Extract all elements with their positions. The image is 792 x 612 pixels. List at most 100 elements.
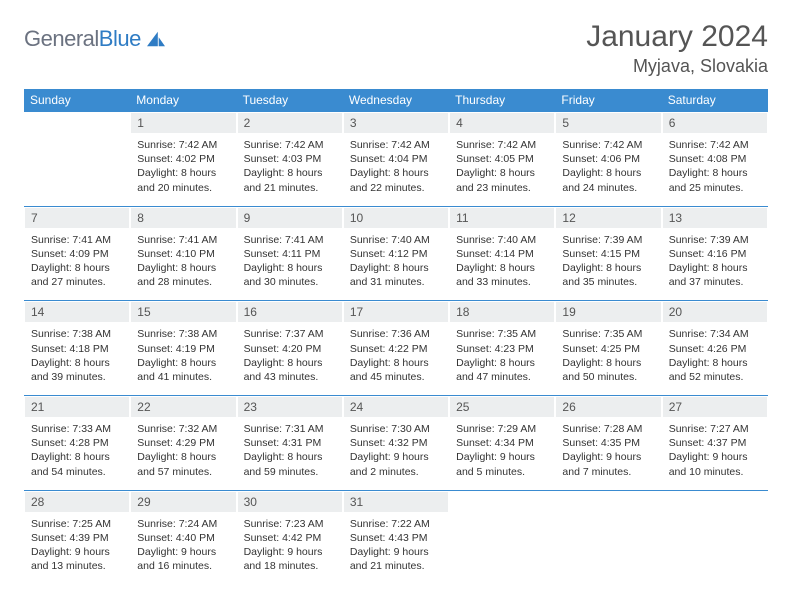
day-line: Sunrise: 7:40 AM [456, 233, 548, 247]
day-line: Sunrise: 7:41 AM [244, 233, 336, 247]
day-line: Sunrise: 7:42 AM [669, 138, 761, 152]
day-line: Sunset: 4:15 PM [562, 247, 654, 261]
day-line: Daylight: 8 hours [244, 450, 336, 464]
day-content: Sunrise: 7:41 AMSunset: 4:09 PMDaylight:… [25, 230, 129, 300]
day-number: 28 [25, 492, 129, 512]
day-cell: 2 [237, 112, 343, 135]
day-number: 15 [131, 302, 235, 322]
day-line: Sunset: 4:37 PM [669, 436, 761, 450]
title-block: January 2024 Myjava, Slovakia [586, 20, 768, 77]
day-line: Daylight: 8 hours [456, 261, 548, 275]
day-number [25, 120, 129, 126]
day-line: and 22 minutes. [350, 181, 442, 195]
day-line: and 18 minutes. [244, 559, 336, 573]
day-cell: Sunrise: 7:42 AMSunset: 4:02 PMDaylight:… [130, 134, 236, 206]
day-cell: 3 [343, 112, 449, 135]
day-cell: Sunrise: 7:23 AMSunset: 4:42 PMDaylight:… [237, 513, 343, 585]
dow-tuesday: Tuesday [237, 89, 343, 112]
day-line: Sunset: 4:19 PM [137, 342, 229, 356]
day-cell: 18 [449, 301, 555, 324]
day-line: Sunrise: 7:33 AM [31, 422, 123, 436]
day-cell: Sunrise: 7:28 AMSunset: 4:35 PMDaylight:… [555, 418, 661, 490]
day-line: and 16 minutes. [137, 559, 229, 573]
day-content: Sunrise: 7:24 AMSunset: 4:40 PMDaylight:… [131, 514, 235, 584]
day-line: Sunset: 4:02 PM [137, 152, 229, 166]
day-number [556, 499, 660, 505]
day-line: Daylight: 9 hours [350, 450, 442, 464]
day-line: Sunrise: 7:32 AM [137, 422, 229, 436]
day-cell: Sunrise: 7:39 AMSunset: 4:16 PMDaylight:… [662, 229, 768, 301]
day-cell: Sunrise: 7:38 AMSunset: 4:18 PMDaylight:… [24, 323, 130, 395]
day-number: 4 [450, 113, 554, 133]
day-cell: 7 [24, 206, 130, 229]
day-cell: Sunrise: 7:42 AMSunset: 4:06 PMDaylight:… [555, 134, 661, 206]
day-line: Sunset: 4:11 PM [244, 247, 336, 261]
dow-saturday: Saturday [662, 89, 768, 112]
dow-friday: Friday [555, 89, 661, 112]
day-line: and 21 minutes. [244, 181, 336, 195]
day-line: and 2 minutes. [350, 465, 442, 479]
day-content: Sunrise: 7:42 AMSunset: 4:08 PMDaylight:… [663, 135, 767, 205]
day-line: and 30 minutes. [244, 275, 336, 289]
day-content: Sunrise: 7:42 AMSunset: 4:06 PMDaylight:… [556, 135, 660, 205]
day-line: Daylight: 8 hours [350, 166, 442, 180]
day-line: and 35 minutes. [562, 275, 654, 289]
day-number: 7 [25, 208, 129, 228]
day-cell: Sunrise: 7:42 AMSunset: 4:08 PMDaylight:… [662, 134, 768, 206]
day-cell: 5 [555, 112, 661, 135]
day-line: Sunrise: 7:40 AM [350, 233, 442, 247]
calendar-table: Sunday Monday Tuesday Wednesday Thursday… [24, 89, 768, 584]
day-number: 12 [556, 208, 660, 228]
day-cell: Sunrise: 7:41 AMSunset: 4:09 PMDaylight:… [24, 229, 130, 301]
day-line: Daylight: 8 hours [31, 261, 123, 275]
day-line: Sunrise: 7:30 AM [350, 422, 442, 436]
day-line: Daylight: 8 hours [669, 356, 761, 370]
day-number: 10 [344, 208, 448, 228]
day-line: and 5 minutes. [456, 465, 548, 479]
day-cell: Sunrise: 7:42 AMSunset: 4:03 PMDaylight:… [237, 134, 343, 206]
day-line: Sunset: 4:16 PM [669, 247, 761, 261]
day-content: Sunrise: 7:42 AMSunset: 4:05 PMDaylight:… [450, 135, 554, 205]
day-line: Daylight: 8 hours [244, 261, 336, 275]
day-line: Daylight: 9 hours [350, 545, 442, 559]
day-line: Sunset: 4:10 PM [137, 247, 229, 261]
day-line: and 47 minutes. [456, 370, 548, 384]
week-content-row: Sunrise: 7:38 AMSunset: 4:18 PMDaylight:… [24, 323, 768, 395]
day-content: Sunrise: 7:38 AMSunset: 4:19 PMDaylight:… [131, 324, 235, 394]
day-number: 26 [556, 397, 660, 417]
day-line: and 25 minutes. [669, 181, 761, 195]
day-cell: Sunrise: 7:40 AMSunset: 4:12 PMDaylight:… [343, 229, 449, 301]
day-line: Sunset: 4:35 PM [562, 436, 654, 450]
header: GeneralBlue January 2024 Myjava, Slovaki… [24, 20, 768, 77]
day-cell: 15 [130, 301, 236, 324]
day-content [556, 542, 660, 555]
day-line: and 54 minutes. [31, 465, 123, 479]
day-line: Sunrise: 7:27 AM [669, 422, 761, 436]
location: Myjava, Slovakia [586, 56, 768, 77]
day-content: Sunrise: 7:39 AMSunset: 4:15 PMDaylight:… [556, 230, 660, 300]
day-line: Sunrise: 7:24 AM [137, 517, 229, 531]
day-number: 16 [238, 302, 342, 322]
day-line: Sunset: 4:23 PM [456, 342, 548, 356]
day-cell: 12 [555, 206, 661, 229]
day-line: and 20 minutes. [137, 181, 229, 195]
week-content-row: Sunrise: 7:25 AMSunset: 4:39 PMDaylight:… [24, 513, 768, 585]
day-number: 17 [344, 302, 448, 322]
day-cell: Sunrise: 7:22 AMSunset: 4:43 PMDaylight:… [343, 513, 449, 585]
day-line: Daylight: 9 hours [31, 545, 123, 559]
day-content: Sunrise: 7:42 AMSunset: 4:02 PMDaylight:… [131, 135, 235, 205]
day-line: Sunrise: 7:37 AM [244, 327, 336, 341]
day-line: Sunrise: 7:41 AM [31, 233, 123, 247]
day-number: 18 [450, 302, 554, 322]
day-line: Daylight: 9 hours [562, 450, 654, 464]
day-cell: Sunrise: 7:24 AMSunset: 4:40 PMDaylight:… [130, 513, 236, 585]
day-cell: 1 [130, 112, 236, 135]
day-number: 22 [131, 397, 235, 417]
day-content: Sunrise: 7:34 AMSunset: 4:26 PMDaylight:… [663, 324, 767, 394]
week-daynum-row: 78910111213 [24, 206, 768, 229]
day-line: Daylight: 8 hours [456, 356, 548, 370]
day-content: Sunrise: 7:29 AMSunset: 4:34 PMDaylight:… [450, 419, 554, 489]
day-line: Sunrise: 7:23 AM [244, 517, 336, 531]
day-cell: 20 [662, 301, 768, 324]
logo-text-blue: Blue [99, 26, 141, 51]
